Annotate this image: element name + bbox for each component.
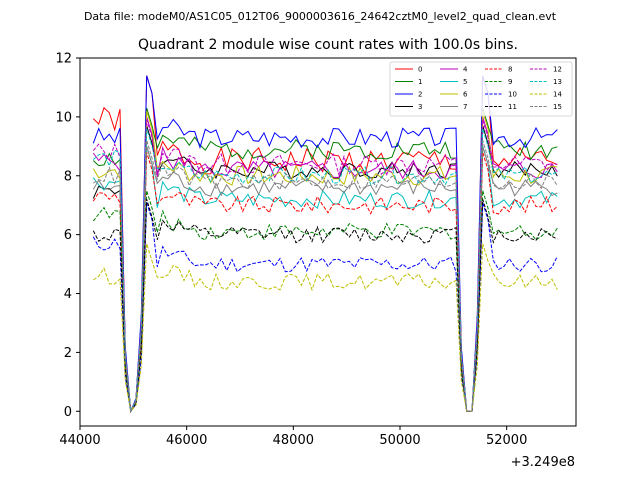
x-tick-label: 46000 bbox=[166, 433, 207, 448]
legend-label-2: 2 bbox=[418, 91, 422, 99]
y-tick-label: 8 bbox=[64, 169, 72, 184]
legend-label-4: 4 bbox=[463, 66, 468, 74]
y-tick-label: 0 bbox=[64, 405, 72, 420]
chart-title: Quadrant 2 module wise count rates with … bbox=[138, 37, 518, 53]
legend-label-9: 9 bbox=[508, 78, 512, 86]
legend-label-6: 6 bbox=[463, 91, 468, 99]
y-tick-label: 12 bbox=[55, 52, 72, 67]
legend-label-10: 10 bbox=[508, 91, 517, 99]
y-tick-label: 10 bbox=[55, 110, 72, 125]
legend-label-1: 1 bbox=[418, 78, 422, 86]
legend-label-7: 7 bbox=[463, 103, 467, 111]
x-axis: 44000 46000 48000 50000 52000 bbox=[59, 426, 527, 448]
series-line-2 bbox=[92, 75, 558, 412]
legend-label-12: 12 bbox=[553, 66, 562, 74]
series-line-11 bbox=[92, 199, 558, 413]
y-tick-label: 4 bbox=[64, 287, 72, 302]
legend-label-5: 5 bbox=[463, 78, 467, 86]
legend-box bbox=[389, 61, 573, 117]
legend-label-15: 15 bbox=[553, 103, 562, 111]
legend-label-14: 14 bbox=[553, 91, 562, 99]
y-axis: 0 2 4 6 8 10 12 bbox=[55, 52, 80, 420]
series-line-15 bbox=[93, 140, 558, 414]
x-axis-offset-label: +3.249e8 bbox=[511, 455, 575, 470]
legend-label-0: 0 bbox=[418, 66, 422, 74]
legend-label-8: 8 bbox=[508, 66, 512, 74]
legend-label-13: 13 bbox=[553, 78, 562, 86]
axes-border bbox=[79, 57, 577, 427]
x-tick-label: 50000 bbox=[379, 433, 420, 448]
figure-suptitle: Data file: modeM0/AS1C05_012T06_90000036… bbox=[84, 10, 557, 23]
x-tick-label: 52000 bbox=[486, 433, 527, 448]
series-line-10 bbox=[92, 202, 558, 413]
legend-label-11: 11 bbox=[508, 103, 517, 111]
x-tick-label: 44000 bbox=[59, 433, 100, 448]
axes-frame bbox=[79, 57, 577, 427]
x-tick-label: 48000 bbox=[273, 433, 314, 448]
legend-label-3: 3 bbox=[418, 103, 422, 111]
plot-lines bbox=[92, 75, 558, 414]
series-line-13 bbox=[92, 128, 558, 414]
series-line-12 bbox=[92, 119, 558, 414]
y-tick-label: 2 bbox=[64, 346, 72, 361]
y-tick-label: 6 bbox=[64, 228, 72, 243]
series-line-14 bbox=[93, 243, 558, 413]
